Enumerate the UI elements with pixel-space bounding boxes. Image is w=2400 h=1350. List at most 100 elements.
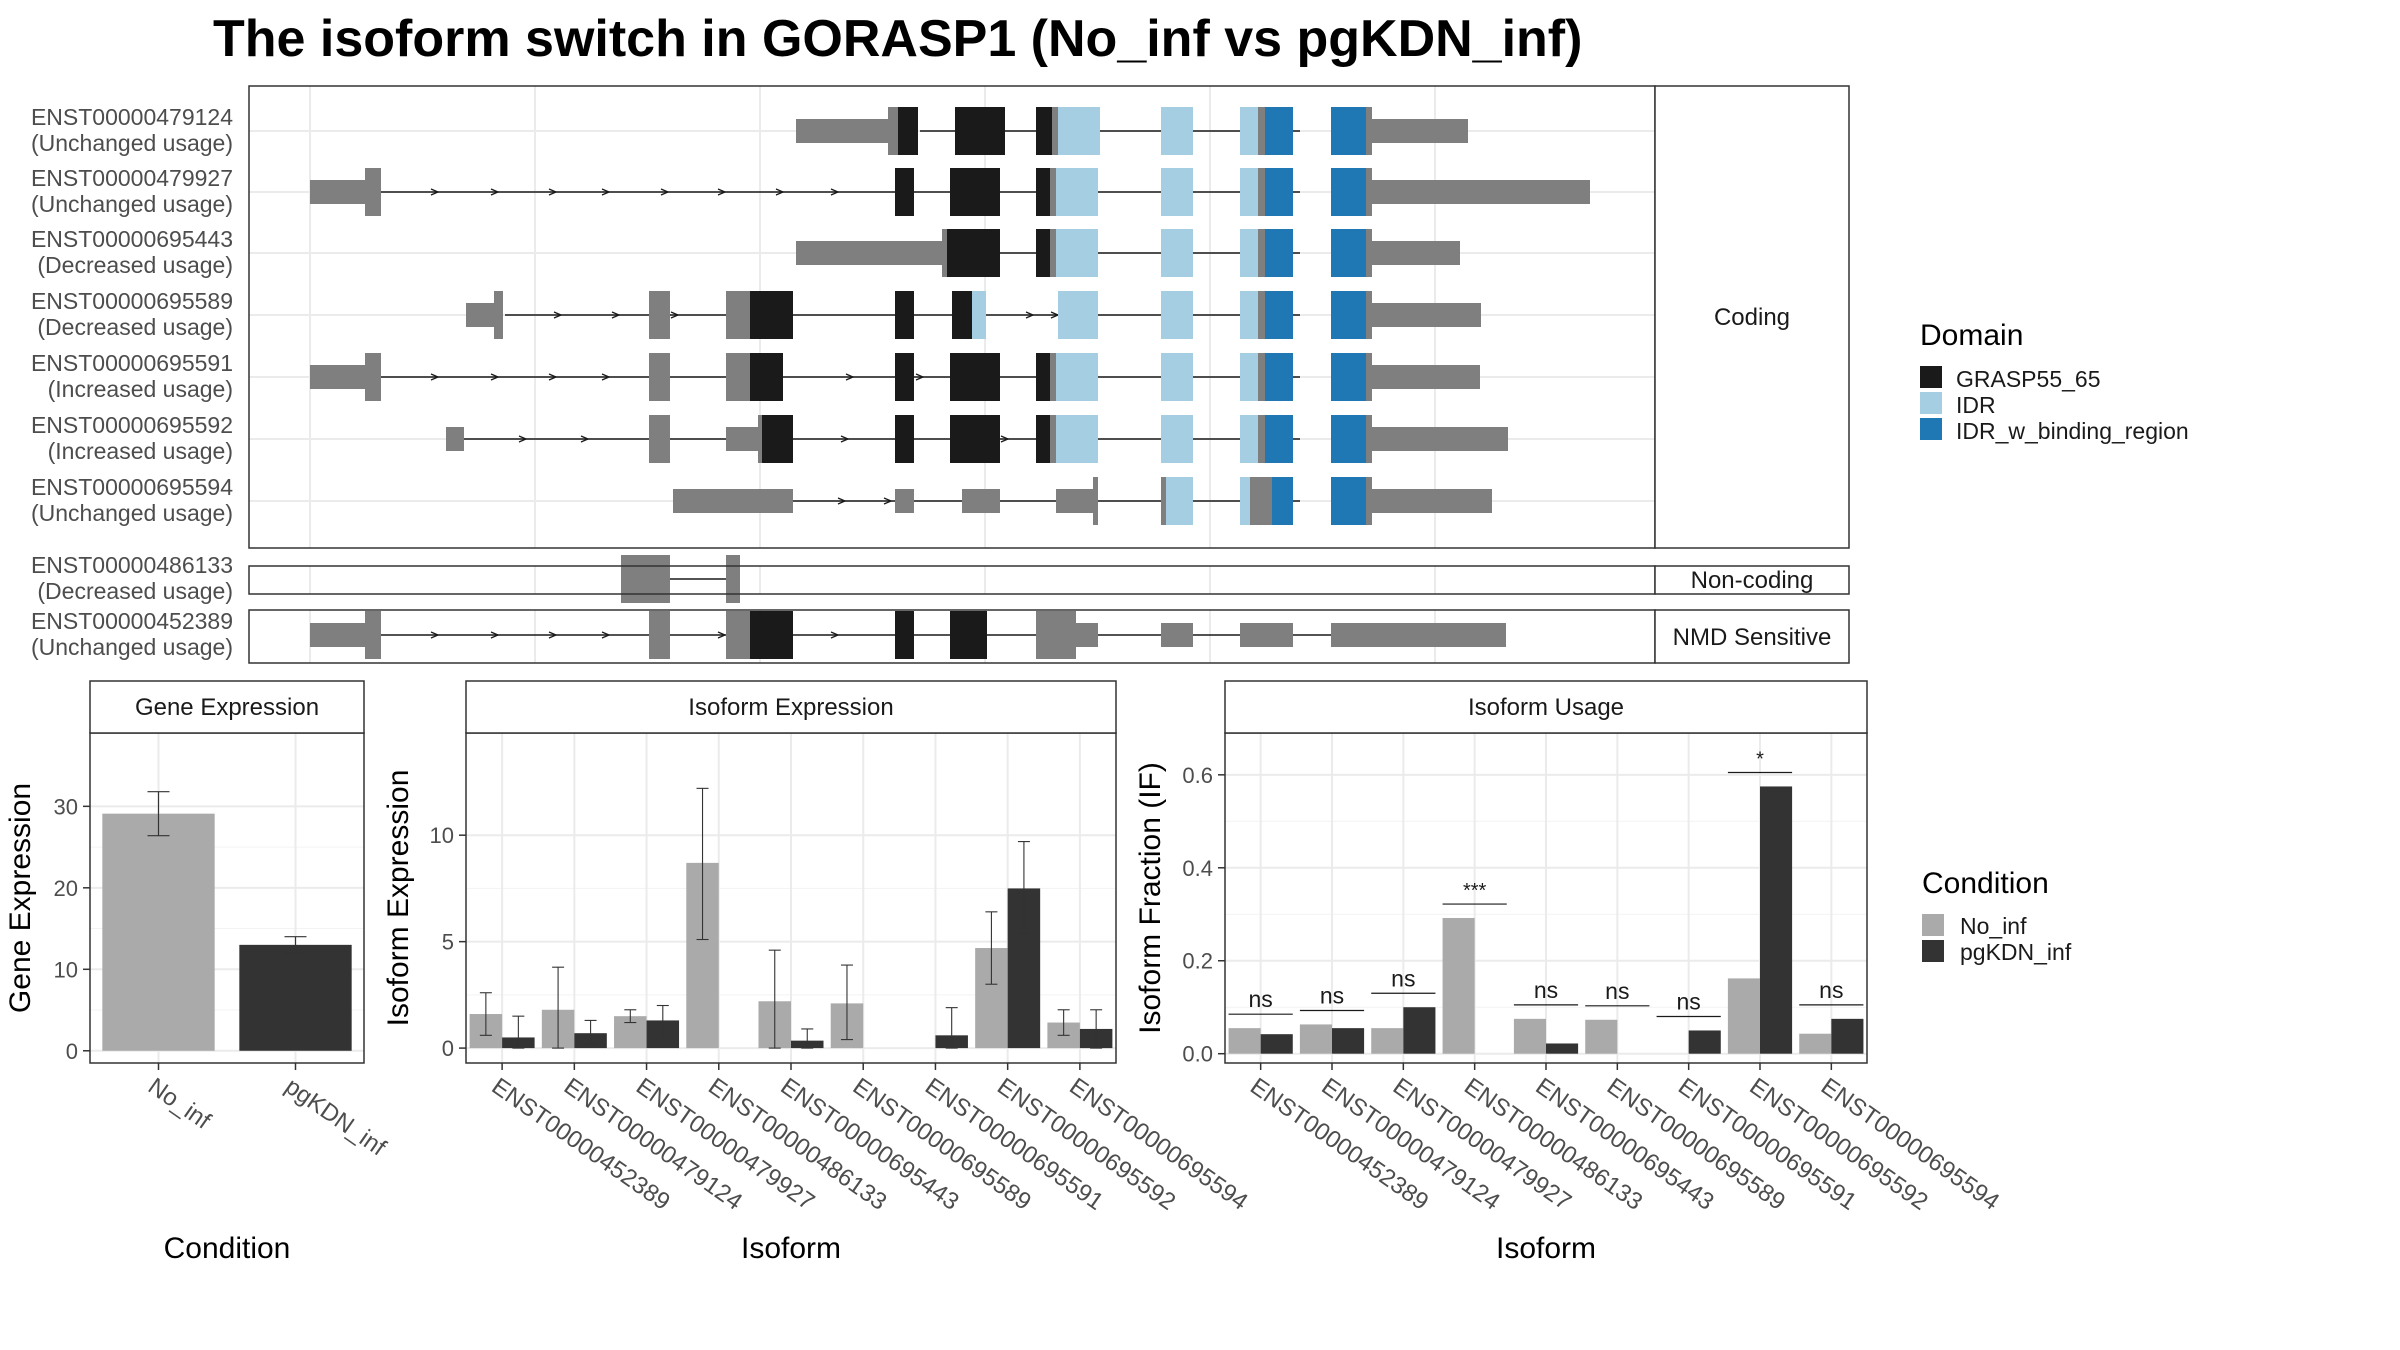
isoform-structure-plot: ENST00000479124(Unchanged usage)ENST0000… (31, 85, 1850, 664)
intron-direction-arrow (840, 435, 850, 443)
idr-binding-region (1331, 168, 1366, 216)
isoform-id-label: ENST00000695443 (31, 226, 233, 252)
idr-region (1240, 229, 1258, 277)
bar-pgKDN_inf-ENST00000479927 (1403, 1007, 1436, 1054)
grasp55-65-domain (947, 229, 1000, 277)
isoform-usage-chart: ns ns ns *** ns ns ns * ns Isoform Usage 0.0 0.2 0.4… (1134, 680, 2004, 1265)
isoform-usage-label: (Decreased usage) (37, 252, 233, 278)
isoform-id-label: ENST00000695594 (31, 474, 233, 500)
coding-exon (649, 353, 670, 401)
idr-binding-region (1265, 107, 1293, 155)
significance-label: ns (1819, 977, 1843, 1003)
grasp55-65-domain (895, 291, 914, 339)
coding-exon (1366, 415, 1372, 463)
idr-region (1058, 107, 1100, 155)
isoform-track-ENST00000486133 (621, 555, 740, 603)
y-tick-label: 10 (54, 957, 78, 982)
isoform-usage-label: (Unchanged usage) (31, 500, 233, 526)
grasp55-65-domain (750, 291, 793, 339)
grasp55-65-domain (898, 107, 918, 155)
intron-direction-arrow (490, 631, 500, 639)
coding-exon (365, 168, 381, 216)
utr-exon (310, 623, 365, 647)
utr-exon (310, 365, 365, 389)
intron-direction-arrow (430, 188, 440, 196)
grasp55-65-domain (1036, 415, 1050, 463)
idr-binding-region (1331, 229, 1366, 277)
intron-direction-arrow (518, 435, 528, 443)
intron-direction-arrow (553, 311, 563, 319)
idr-region (1056, 229, 1098, 277)
isoform-usage-label: (Decreased usage) (37, 578, 233, 604)
x-tick-label: No_inf (143, 1073, 216, 1135)
x-axis-title: Condition (164, 1232, 291, 1265)
intron-direction-arrow (1025, 311, 1035, 319)
significance-label: ns (1320, 982, 1344, 1008)
y-tick-label: 0.6 (1182, 763, 1213, 788)
legend-label-idr-w-binding-region: IDR_w_binding_region (1956, 418, 2189, 444)
utr-exon (1056, 489, 1093, 513)
significance-label: *** (1463, 880, 1487, 902)
significance-label: ns (1605, 978, 1629, 1004)
y-tick-label: 10 (430, 823, 454, 848)
bar-pgKDN_inf-ENST00000695592 (1760, 786, 1793, 1054)
grasp55-65-domain (950, 168, 1000, 216)
idr-region (1161, 229, 1193, 277)
idr-binding-region (1265, 168, 1293, 216)
legend-label-idr: IDR (1956, 392, 1996, 418)
intron-direction-arrow (548, 373, 558, 381)
idr-binding-region (1331, 291, 1366, 339)
coding-exon (365, 353, 381, 401)
y-tick-label: 0.2 (1182, 949, 1213, 974)
idr-region (1240, 477, 1250, 525)
utr-exon (1372, 119, 1468, 143)
coding-exon (1258, 353, 1265, 401)
utr-exon (1372, 241, 1460, 265)
coding-exon (726, 555, 740, 603)
y-tick-label: 0.0 (1182, 1042, 1213, 1067)
coding-exon (726, 611, 750, 659)
coding-exon (726, 353, 750, 401)
isoform-track-ENST00000695594 (673, 477, 1492, 525)
coding-exon (1366, 107, 1372, 155)
isoform-usage-label: (Increased usage) (48, 438, 233, 464)
bar-pgKDN_inf-ENST00000695443 (1546, 1043, 1579, 1054)
grasp55-65-domain (762, 415, 793, 463)
legend-key-grasp55-65 (1920, 366, 1942, 388)
intron-direction-arrow (830, 631, 840, 639)
x-axis-title: Isoform (1496, 1232, 1596, 1265)
isoform-track-ENST00000479124 (796, 107, 1468, 155)
panel-strip (1224, 680, 1868, 734)
coding-exon (1366, 168, 1372, 216)
intron-direction-arrow (548, 631, 558, 639)
y-tick-label: 30 (54, 794, 78, 819)
intron-direction-arrow (548, 188, 558, 196)
idr-binding-region (1331, 415, 1366, 463)
nmd-strip-label: NMD Sensitive (1673, 624, 1832, 651)
coding-exon (1258, 107, 1265, 155)
y-axis-title: Isoform Fraction (IF) (1134, 762, 1167, 1034)
coding-exon (1036, 611, 1076, 659)
utr-exon (466, 303, 494, 327)
utr-exon (446, 427, 464, 451)
intron-direction-arrow (580, 435, 590, 443)
intron-direction-arrow (670, 311, 680, 319)
condition-legend-title: Condition (1922, 867, 2049, 900)
bar-pgKDN_inf-ENST00000479124 (1332, 1028, 1365, 1054)
isoform-track-ENST00000695443 (796, 229, 1460, 277)
bar-No_inf-ENST00000695592 (1727, 978, 1760, 1054)
coding-exon (1093, 477, 1098, 525)
utr-exon (796, 119, 888, 143)
significance-label: ns (1534, 977, 1558, 1003)
idr-region (1161, 353, 1193, 401)
nmd-strip (1654, 609, 1850, 664)
significance-label: ns (1249, 986, 1273, 1012)
gene-expression-chart: Gene Expression 0 10 20 30 Gene Expression No_… (4, 680, 391, 1265)
intron-direction-arrow (830, 188, 840, 196)
coding-exon (1366, 477, 1372, 525)
idr-binding-region (1331, 477, 1366, 525)
isoform-usage-label: (Increased usage) (48, 376, 233, 402)
intron-direction-arrow (601, 188, 611, 196)
utr-exon (1372, 180, 1590, 204)
bar-No_inf-ENST00000486133 (1442, 917, 1475, 1054)
